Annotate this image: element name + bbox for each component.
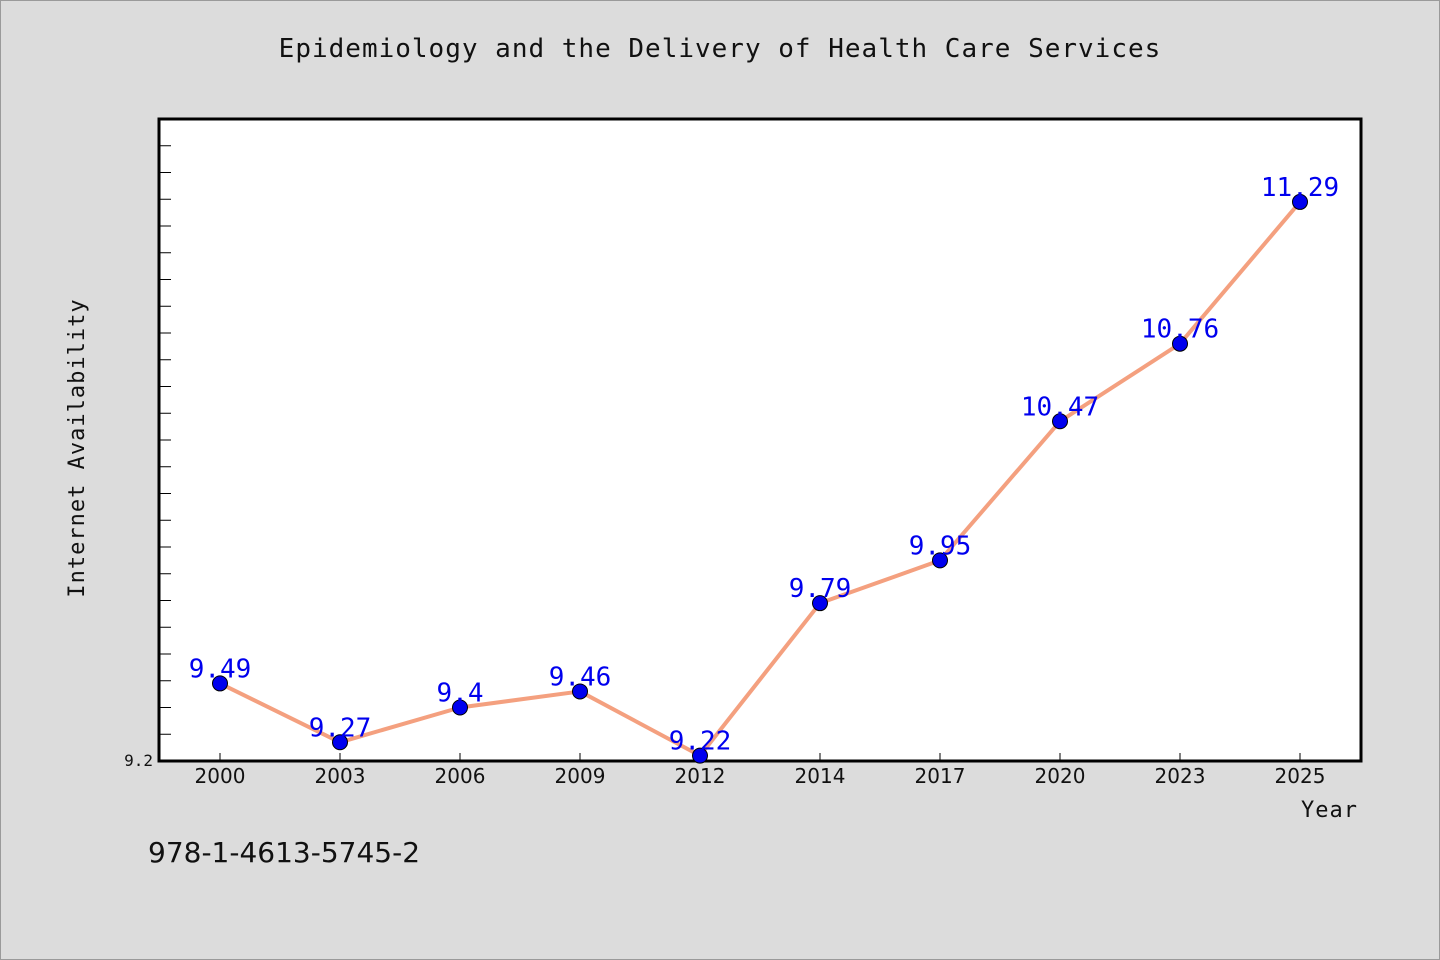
chart-title: Epidemiology and the Delivery of Health … bbox=[278, 34, 1162, 64]
data-point bbox=[812, 595, 828, 612]
plot-area bbox=[157, 117, 1363, 763]
data-label: 10.76 bbox=[1141, 315, 1219, 345]
data-label: 9.49 bbox=[189, 654, 252, 684]
x-tick-label: 2006 bbox=[435, 764, 486, 788]
data-label: 11.29 bbox=[1261, 173, 1339, 203]
data-label: 9.4 bbox=[437, 679, 484, 709]
data-point bbox=[1292, 193, 1308, 210]
data-label: 9.79 bbox=[789, 574, 852, 604]
data-labels: 9.49 9.27 9.4 9.46 9.22 9.79 9.95 10.47 10.76 11.… bbox=[189, 173, 1339, 757]
x-axis-title: Year bbox=[1301, 798, 1358, 823]
y-axis-ticks bbox=[159, 145, 171, 735]
data-point bbox=[932, 552, 948, 569]
x-tick-label: 2012 bbox=[675, 764, 726, 788]
y-axis-title: Internet Availability bbox=[65, 298, 90, 597]
data-label: 9.95 bbox=[909, 531, 972, 561]
data-point bbox=[212, 675, 228, 692]
data-label: 9.27 bbox=[309, 713, 372, 743]
series-line bbox=[219, 200, 1302, 758]
x-tick-label: 2020 bbox=[1035, 764, 1086, 788]
x-tick-label: 2014 bbox=[795, 764, 846, 788]
isbn-caption: 978-1-4613-5745-2 bbox=[148, 836, 421, 869]
x-tick-label: 2003 bbox=[315, 764, 366, 788]
data-point bbox=[1172, 335, 1188, 352]
data-point bbox=[452, 699, 468, 716]
data-point bbox=[572, 683, 588, 700]
data-label: 10.47 bbox=[1021, 392, 1099, 422]
x-tick-label: 2023 bbox=[1155, 764, 1206, 788]
x-tick-label: 2009 bbox=[555, 764, 606, 788]
x-tick-label: 2000 bbox=[195, 764, 246, 788]
data-label: 9.22 bbox=[669, 727, 732, 757]
data-point bbox=[332, 734, 348, 751]
data-point bbox=[692, 747, 708, 764]
x-tick-label: 2025 bbox=[1275, 764, 1326, 788]
y-tick-label-min: 9.2 bbox=[124, 751, 153, 770]
data-point bbox=[1052, 413, 1068, 430]
x-axis-ticks: 2000 2003 2006 2009 2012 2014 2017 2020 2023 2025 bbox=[195, 753, 1326, 788]
data-label: 9.46 bbox=[549, 662, 612, 692]
data-markers bbox=[212, 193, 1308, 764]
x-tick-label: 2017 bbox=[915, 764, 966, 788]
